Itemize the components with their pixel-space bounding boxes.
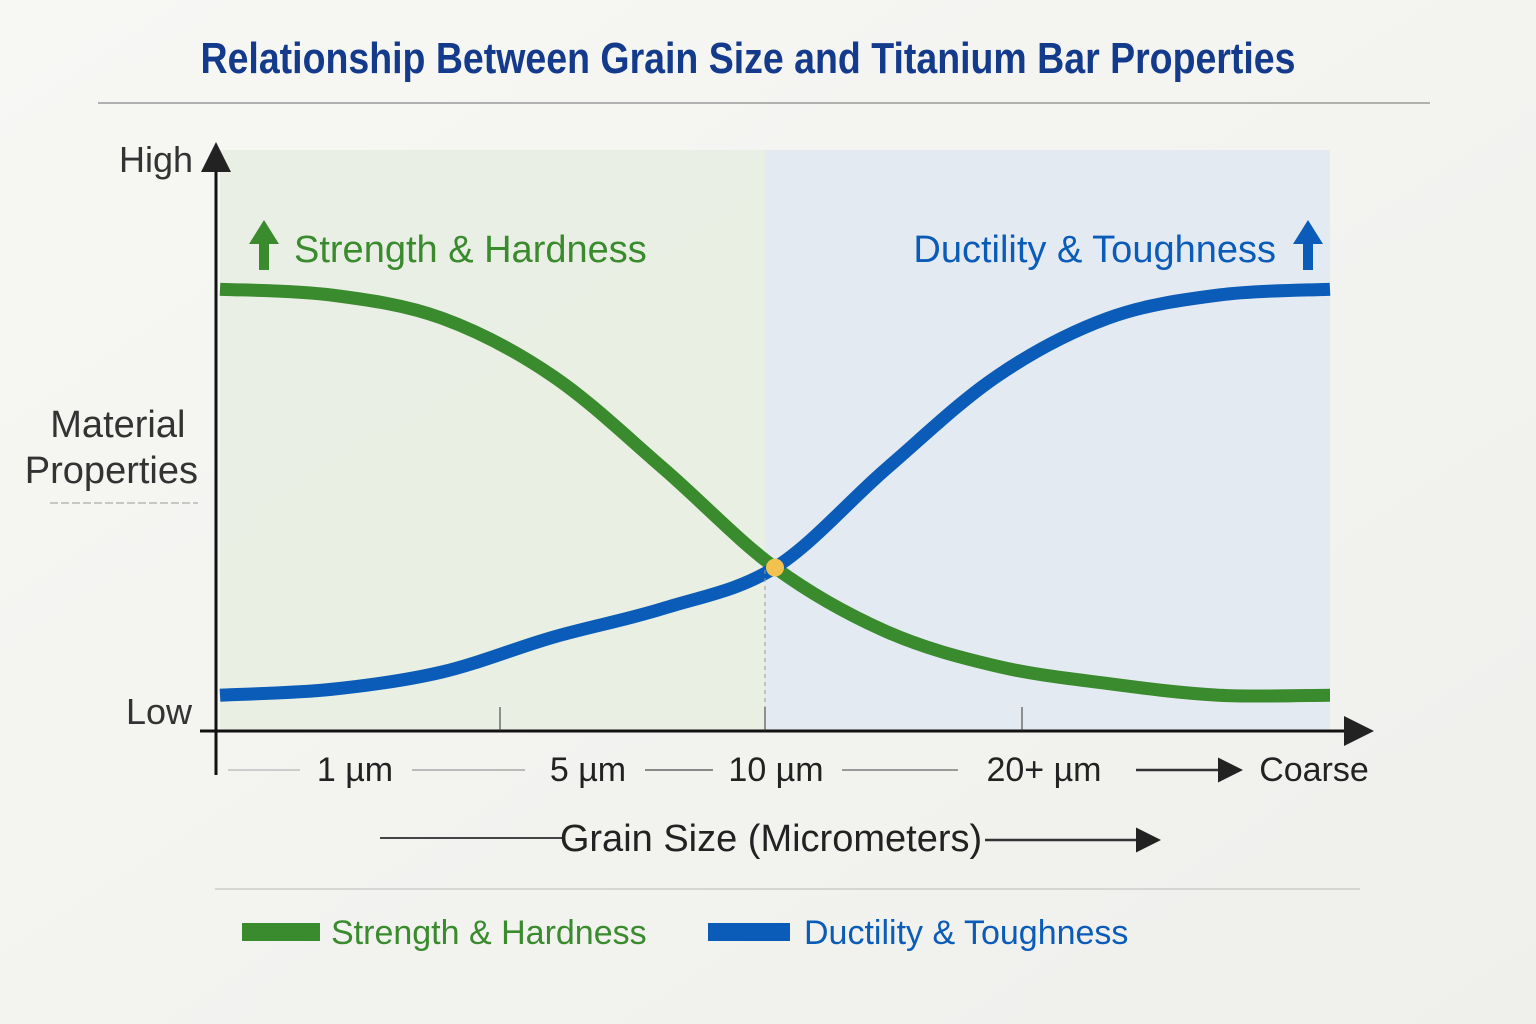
y-axis-label-line: Material — [50, 404, 185, 446]
legend-label-strength: Strength & Hardness — [331, 914, 647, 952]
x-tick-label: 10 µm — [728, 751, 823, 789]
annotation-ductility: Ductility & Toughness — [913, 229, 1276, 271]
legend-swatch-strength — [242, 923, 320, 941]
legend-label-ductility: Ductility & Toughness — [804, 914, 1128, 952]
strength-hardness-line — [219, 282, 1331, 703]
x-tick-label: 20+ µm — [986, 751, 1101, 789]
fill-ductility-region — [765, 150, 1330, 730]
up-arrow-blue-icon — [1293, 220, 1323, 270]
x-tick-label: Coarse — [1259, 751, 1369, 789]
chart-title: Relationship Between Grain Size and Tita… — [201, 34, 1296, 83]
y-axis-label: Material Properties — [25, 404, 198, 492]
x-axis-label: Grain Size (Micrometers) — [560, 818, 982, 860]
y-tick-low: Low — [126, 691, 193, 732]
y-tick-high: High — [119, 139, 193, 180]
x-tick-label: 1 µm — [317, 751, 393, 789]
annotation-strength: Strength & Hardness — [294, 229, 647, 271]
y-axis-label-line: Properties — [25, 450, 198, 492]
fill-strength-region — [220, 150, 765, 730]
legend: Strength & Hardness Ductility & Toughnes… — [242, 914, 1128, 952]
intersection-point — [766, 558, 784, 577]
up-arrow-green-icon — [249, 220, 279, 270]
x-tick-label: 5 µm — [550, 751, 626, 789]
legend-swatch-ductility — [708, 923, 790, 941]
ductility-toughness-line — [219, 282, 1331, 702]
